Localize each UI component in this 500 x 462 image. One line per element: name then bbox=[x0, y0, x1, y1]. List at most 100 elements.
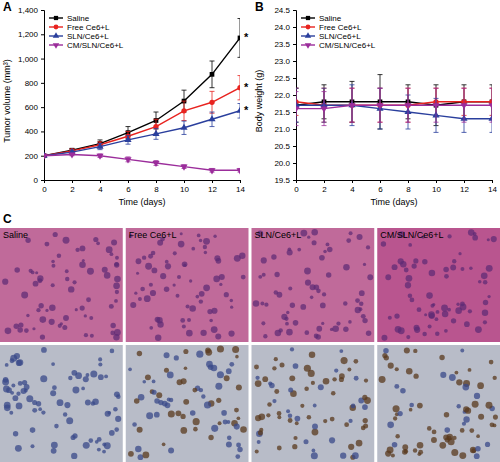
texture bbox=[114, 276, 121, 283]
error-bar-cap bbox=[296, 88, 299, 89]
texture bbox=[343, 264, 350, 271]
image-label: Free Ce6+L bbox=[129, 230, 177, 240]
texture bbox=[295, 421, 299, 425]
texture bbox=[40, 316, 47, 323]
legend-marker bbox=[54, 25, 59, 30]
texture bbox=[57, 254, 62, 259]
tick-label: 14 bbox=[236, 185, 245, 194]
tick-label: 1,000 bbox=[18, 55, 39, 64]
texture bbox=[236, 384, 242, 390]
axis-line bbox=[293, 11, 297, 181]
tick-label: 4 bbox=[98, 185, 103, 194]
error-bar-cap bbox=[238, 118, 241, 119]
tick-mark bbox=[293, 129, 296, 130]
marker bbox=[124, 136, 131, 142]
image-panel: CSalineFree Ce6+LSLN/Ce6+LCM/SLN/Ce6+L bbox=[0, 212, 500, 462]
texture bbox=[104, 272, 111, 279]
texture bbox=[85, 399, 91, 405]
texture bbox=[444, 412, 449, 417]
texture bbox=[424, 313, 427, 316]
tick-mark bbox=[436, 180, 437, 183]
texture bbox=[213, 234, 216, 237]
tick-mark bbox=[293, 146, 296, 147]
texture bbox=[151, 251, 156, 256]
image-background bbox=[0, 345, 123, 462]
error-bar bbox=[238, 76, 241, 100]
texture bbox=[329, 437, 335, 443]
texture bbox=[68, 376, 72, 380]
error-bar-cap bbox=[210, 61, 215, 62]
texture bbox=[354, 376, 359, 381]
texture bbox=[150, 290, 156, 296]
tick: 20.5 bbox=[274, 142, 296, 151]
error-bar-cap bbox=[126, 156, 131, 157]
texture bbox=[208, 435, 213, 440]
texture bbox=[414, 327, 420, 333]
texture bbox=[136, 258, 142, 264]
texture bbox=[40, 334, 45, 339]
axis-line bbox=[297, 181, 493, 184]
texture bbox=[460, 267, 464, 271]
tick: 22.0 bbox=[274, 91, 296, 100]
texture bbox=[75, 308, 78, 311]
tick-mark bbox=[352, 180, 353, 183]
error-bar-cap bbox=[126, 144, 131, 145]
tick-label: 21.0 bbox=[274, 125, 290, 134]
marker bbox=[180, 165, 187, 171]
texture bbox=[307, 415, 312, 420]
texture bbox=[288, 418, 293, 423]
series bbox=[44, 152, 240, 174]
tick-label: 6 bbox=[126, 185, 131, 194]
texture bbox=[155, 334, 161, 340]
texture bbox=[311, 229, 318, 236]
texture bbox=[79, 261, 86, 268]
tick: 10 bbox=[180, 180, 189, 194]
image-background bbox=[252, 228, 375, 342]
texture bbox=[137, 351, 142, 356]
marker bbox=[296, 101, 300, 107]
texture bbox=[451, 449, 458, 456]
texture bbox=[186, 330, 193, 337]
tick-mark bbox=[293, 27, 296, 28]
error-bar-cap bbox=[182, 120, 187, 121]
tick-label: 6 bbox=[378, 185, 383, 194]
axis-line bbox=[41, 11, 45, 181]
texture bbox=[468, 368, 472, 372]
tick: 24.5 bbox=[274, 6, 296, 15]
texture bbox=[140, 287, 145, 292]
he-image bbox=[252, 228, 375, 342]
texture bbox=[138, 454, 144, 460]
error-bar-cap bbox=[350, 125, 355, 126]
texture bbox=[168, 410, 175, 417]
texture bbox=[312, 448, 316, 452]
texture bbox=[395, 326, 402, 333]
texture bbox=[51, 283, 55, 287]
texture bbox=[30, 444, 34, 448]
texture bbox=[115, 290, 119, 294]
texture bbox=[162, 443, 166, 447]
legend-label: CM/SLN/Ce6+L bbox=[319, 41, 376, 50]
texture bbox=[26, 314, 29, 317]
texture bbox=[357, 234, 363, 240]
image-background bbox=[0, 228, 123, 342]
texture bbox=[412, 263, 417, 268]
texture bbox=[190, 410, 196, 416]
texture bbox=[330, 417, 335, 422]
tick-label: 20.5 bbox=[274, 142, 290, 151]
texture bbox=[304, 268, 311, 275]
texture bbox=[444, 427, 450, 433]
error-bar-cap bbox=[322, 91, 327, 92]
texture bbox=[2, 379, 9, 386]
texture bbox=[66, 417, 73, 424]
texture bbox=[447, 308, 451, 312]
texture bbox=[476, 434, 480, 438]
texture bbox=[352, 452, 359, 459]
texture bbox=[262, 376, 268, 382]
tick-mark bbox=[293, 95, 296, 96]
texture bbox=[223, 420, 228, 425]
marker bbox=[320, 107, 327, 113]
texture bbox=[14, 353, 20, 359]
texture bbox=[300, 230, 307, 237]
texture bbox=[398, 258, 404, 264]
tick-mark bbox=[293, 163, 296, 164]
